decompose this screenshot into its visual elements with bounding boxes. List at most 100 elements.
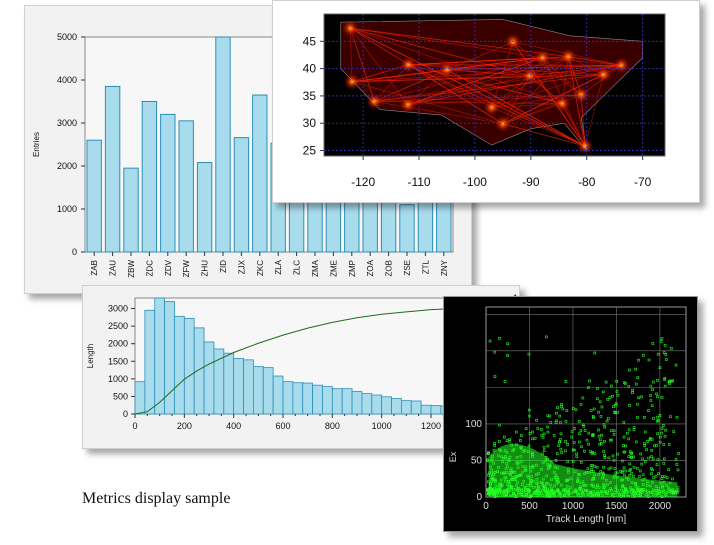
scatter-point — [628, 469, 631, 472]
scatter-point — [597, 428, 600, 432]
traffic-density-map-panel: 25 30 35 40 45 -120 -110 -100 -90 -80 -70 — [272, 0, 700, 203]
traffic-route — [350, 27, 563, 104]
histogram-bar — [282, 381, 294, 415]
bar-zdv — [160, 113, 176, 253]
scatter-point — [565, 409, 569, 412]
scatter-point — [675, 463, 679, 466]
scatter-point — [575, 452, 578, 456]
scatter-point — [574, 408, 578, 412]
scatter-point — [642, 354, 645, 357]
scatter-point — [622, 421, 626, 424]
scatter-point — [616, 393, 620, 397]
traffic-hotspot — [398, 95, 417, 114]
scatter-point — [586, 467, 590, 471]
scatter-point — [638, 475, 641, 478]
scatter-point — [589, 450, 592, 453]
scatter-point — [625, 431, 629, 435]
scatter-point — [610, 384, 613, 388]
scatter-point — [658, 366, 662, 369]
traffic-hotspot — [553, 94, 572, 113]
scatter-point — [613, 467, 617, 470]
scatter-point — [589, 409, 593, 412]
histogram-bar — [164, 301, 175, 415]
x-tick-label: 1000 — [562, 501, 585, 512]
scatter-point — [631, 391, 634, 395]
scatter-point — [603, 453, 606, 457]
scatter-point — [616, 411, 619, 414]
scatter-point — [585, 438, 589, 442]
traffic-hotspot — [503, 32, 522, 51]
scatter-point — [610, 429, 613, 432]
histogram-bar — [154, 297, 165, 415]
scatter-point — [519, 439, 522, 442]
scatter-point — [578, 432, 581, 436]
scatter-point — [652, 476, 655, 479]
scatter-point — [564, 380, 568, 383]
scatter-point — [636, 376, 640, 379]
traffic-hotspot — [612, 56, 631, 75]
scatter-point — [607, 456, 611, 460]
y-tick-label: 40 — [303, 62, 317, 76]
scatter-point — [593, 351, 597, 355]
bar-zbw — [123, 167, 139, 253]
traffic-route — [350, 27, 504, 125]
scatter-point — [656, 379, 659, 382]
traffic-route — [350, 27, 586, 147]
scatter-point — [628, 462, 632, 466]
scatter-point — [611, 394, 614, 398]
traffic-route — [407, 64, 622, 106]
scatter-point — [582, 424, 586, 428]
scatter-point — [573, 448, 576, 452]
dense-point-cluster — [488, 443, 678, 497]
x-tick-label: -120 — [351, 175, 375, 189]
scatter-point — [555, 419, 558, 423]
traffic-route — [446, 69, 530, 77]
bar-zfw — [178, 120, 194, 253]
scatter-point — [647, 456, 650, 460]
x-tick-label: 500 — [521, 501, 538, 512]
scatter-point — [660, 337, 664, 340]
scatter-point — [592, 407, 596, 411]
scatter-point — [612, 458, 616, 462]
traffic-density-map: 25 30 35 40 45 -120 -110 -100 -90 -80 -70 — [303, 13, 666, 189]
scatter-point — [656, 352, 660, 356]
traffic-route — [351, 69, 448, 83]
traffic-route — [407, 64, 622, 106]
scatter-point — [590, 452, 594, 455]
scatter-point — [658, 440, 662, 444]
histogram-bar — [361, 393, 373, 415]
scatter-point — [572, 407, 575, 410]
scatter-point — [623, 473, 626, 477]
x-tick-label: 400 — [226, 421, 241, 431]
scatter-point — [560, 451, 563, 454]
histogram-bar — [400, 400, 412, 415]
traffic-route — [407, 57, 543, 106]
traffic-route — [374, 69, 448, 102]
scatter-point — [615, 471, 619, 475]
x-tick-label-ztl: ZTL — [421, 259, 430, 274]
scatter-point — [583, 429, 587, 432]
traffic-route — [350, 27, 569, 57]
scatter-point — [528, 408, 531, 412]
histogram-bar — [144, 309, 156, 415]
scatter-point — [615, 390, 619, 393]
x-tick-label-zbw: ZBW — [127, 260, 136, 278]
scatter-point — [670, 347, 673, 350]
scatter-point — [640, 395, 643, 399]
scatter-point — [608, 438, 612, 442]
x-tick-label-zse: ZSE — [403, 260, 412, 276]
x-tick-label: 2000 — [649, 501, 672, 512]
x-tick-label: -70 — [634, 175, 652, 189]
scatter-point — [627, 385, 631, 388]
histogram-bar — [312, 384, 323, 415]
scatter-point — [643, 444, 647, 447]
scatter-point — [566, 443, 569, 446]
scatter-point — [564, 449, 567, 453]
scatter-point — [508, 438, 511, 441]
scatter-point — [592, 416, 595, 419]
scatter-point — [602, 450, 606, 453]
scatter-point — [615, 379, 618, 383]
scatter-point — [605, 419, 609, 423]
scatter-point — [651, 457, 655, 461]
scatter-point — [577, 420, 581, 423]
